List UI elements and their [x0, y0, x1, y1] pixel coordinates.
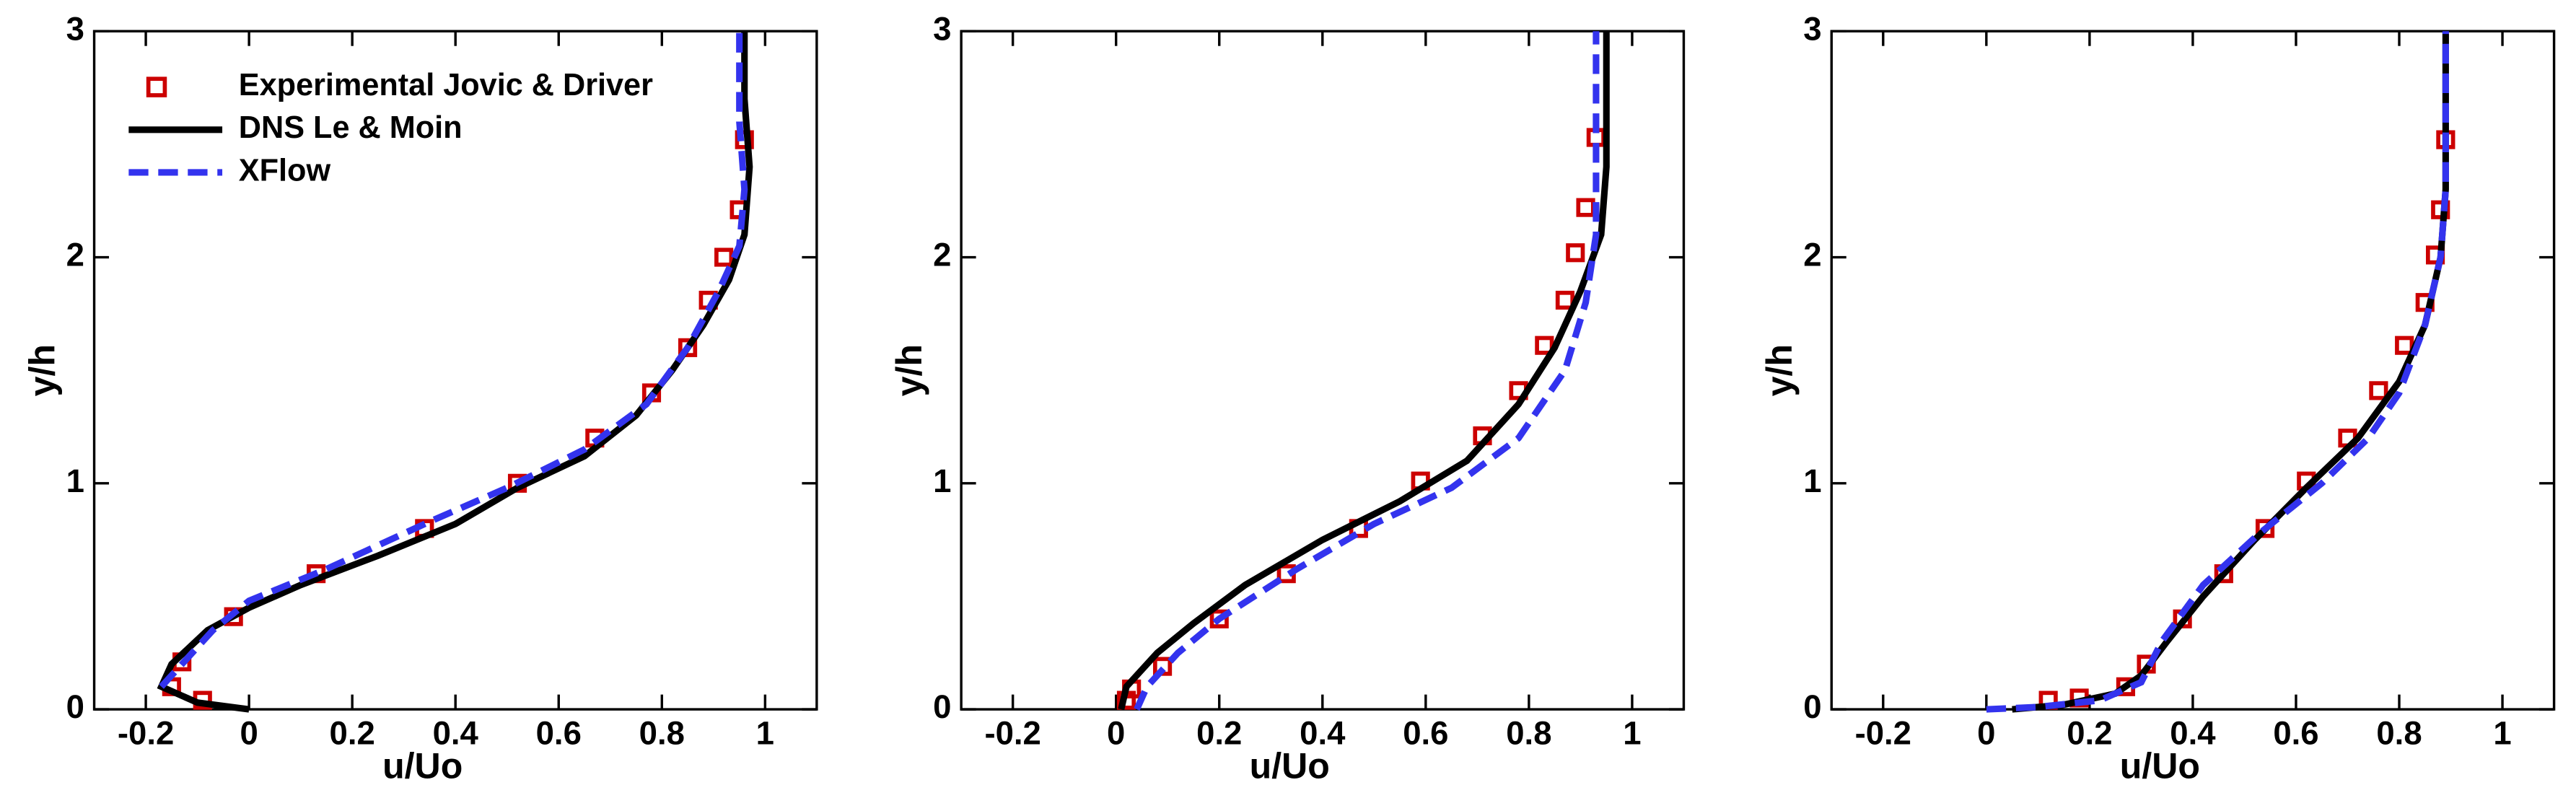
y-axis-label: y/h	[22, 344, 62, 396]
marker	[1209, 609, 1229, 628]
x-tick-label: 0.8	[2376, 715, 2422, 752]
legend-label: DNS Le & Moin	[239, 110, 463, 145]
marker	[1566, 243, 1585, 263]
x-axis-label: u/Uo	[1250, 745, 1330, 786]
panel: -0.2 0 0.2 0.4 0.6 0.8 1 0 1 2 3 u/Uo y/h Experimenta…	[22, 10, 818, 786]
plot-frame	[960, 30, 1686, 711]
y-tick-label: 3	[1803, 10, 1821, 47]
line	[1134, 31, 1600, 711]
marker	[2395, 336, 2414, 355]
line	[159, 31, 748, 689]
line	[2012, 31, 2449, 713]
x-tick-label: 0.4	[1300, 715, 1346, 752]
x-tick-label: -0.2	[1855, 715, 1911, 752]
x-tick-label: 0.4	[2170, 715, 2216, 752]
y-tick-label: 0	[1803, 688, 1821, 725]
x-axis-label: u/Uo	[382, 745, 463, 786]
y-tick-label: 3	[66, 10, 84, 47]
x-tick-label: 0	[240, 715, 258, 752]
marker	[1576, 198, 1595, 217]
x-tick-label: 0	[1977, 715, 1995, 752]
y-tick-label: 0	[933, 688, 951, 725]
legend-label: Experimental Jovic & Driver	[239, 68, 653, 102]
x-tick-label: 1	[756, 715, 774, 752]
y-axis-label: y/h	[1759, 344, 1800, 396]
marker	[1555, 290, 1575, 310]
marker	[678, 338, 698, 357]
x-tick-label: 0	[1107, 715, 1125, 752]
y-tick-label: 2	[1803, 237, 1821, 273]
y-axis-label: y/h	[889, 344, 929, 396]
x-tick-label: 0.6	[1403, 715, 1448, 752]
x-tick-label: 0.2	[330, 715, 375, 752]
legend-marker	[146, 76, 167, 97]
y-tick-label: 0	[66, 688, 84, 725]
x-tick-label: 1	[2493, 715, 2511, 752]
x-tick-label: 0.6	[536, 715, 582, 752]
y-tick-label: 3	[933, 10, 951, 47]
x-tick-label: -0.2	[984, 715, 1041, 752]
x-tick-label: 0.2	[2067, 715, 2112, 752]
marker	[2369, 381, 2388, 400]
x-tick-label: 1	[1623, 715, 1641, 752]
y-tick-label: 2	[933, 237, 951, 273]
line	[1986, 31, 2449, 713]
x-tick-label: 0.2	[1196, 715, 1242, 752]
marker	[714, 247, 734, 267]
y-tick-label: 1	[1803, 462, 1821, 499]
y-tick-label: 2	[66, 237, 84, 273]
panel: -0.2 0 0.2 0.4 0.6 0.8 1 0 1 2 3 u/Uo y/h	[1759, 10, 2556, 786]
x-tick-label: 0.8	[639, 715, 685, 752]
marker	[1535, 336, 1554, 355]
line	[1118, 31, 1610, 711]
panel: -0.2 0 0.2 0.4 0.6 0.8 1 0 1 2 3 u/Uo y/h	[889, 10, 1686, 786]
line	[157, 31, 753, 713]
marker	[2255, 519, 2275, 538]
legend-label: XFlow	[239, 153, 331, 188]
x-axis-label: u/Uo	[2120, 745, 2200, 786]
x-tick-label: 0.4	[433, 715, 479, 752]
y-tick-label: 1	[66, 462, 84, 499]
x-tick-label: -0.2	[118, 715, 174, 752]
y-tick-label: 1	[933, 462, 951, 499]
x-tick-label: 0.6	[2273, 715, 2318, 752]
x-tick-label: 0.8	[1506, 715, 1551, 752]
